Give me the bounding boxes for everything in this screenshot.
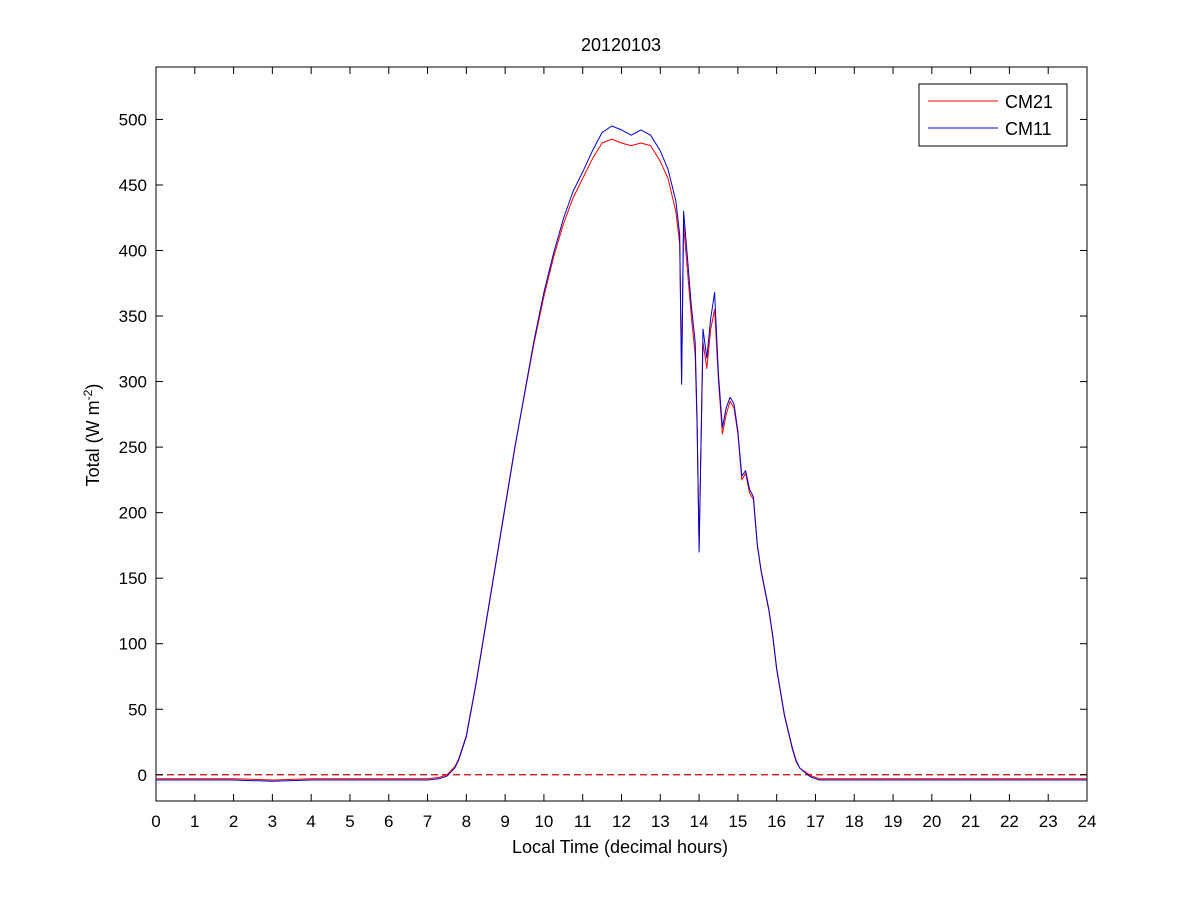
y-tick-label: 400 [119,242,147,261]
y-tick-label: 500 [119,110,147,129]
x-tick-label: 1 [190,812,199,831]
x-tick-label: 2 [229,812,238,831]
x-tick-label: 21 [961,812,980,831]
y-tick-label: 50 [128,700,147,719]
x-tick-label: 15 [728,812,747,831]
y-tick-label: 150 [119,569,147,588]
y-axis-ticks: 0 50 100 150 200 250 300 350 400 450 500 [119,110,1087,785]
y-tick-label: 250 [119,438,147,457]
x-tick-label: 14 [690,812,709,831]
x-tick-label: 19 [884,812,903,831]
plot-area: 0 1 2 3 4 5 6 7 8 9 10 11 12 13 14 15 16 17 18 19 20 21 22 23 24… [119,66,1096,831]
y-tick-label: 350 [119,307,147,326]
series-layer [156,125,1087,782]
y-tick-label: 300 [119,373,147,392]
y-tick-label: 100 [119,635,147,654]
y-tick-label: 0 [138,766,147,785]
x-tick-label: 10 [534,812,553,831]
x-tick-label: 8 [462,812,471,831]
x-tick-label: 23 [1039,812,1058,831]
x-axis-ticks: 0 1 2 3 4 5 6 7 8 9 10 11 12 13 14 15 16 17 18 19 20 21 22 23 24 [151,67,1096,831]
x-tick-label: 7 [423,812,432,831]
chart-title: 20120103 [581,35,661,55]
series-line-cm21 [156,138,1087,781]
x-tick-label: 18 [845,812,864,831]
x-tick-label: 6 [384,812,393,831]
x-tick-label: 20 [922,812,941,831]
x-tick-label: 12 [612,812,631,831]
x-tick-label: 22 [1000,812,1019,831]
x-tick-label: 16 [767,812,786,831]
x-axis-label: Local Time (decimal hours) [512,837,728,857]
x-tick-label: 3 [268,812,277,831]
axes-box [155,66,1088,802]
y-tick-label: 200 [119,504,147,523]
y-tick-label: 450 [119,176,147,195]
series-line-cm11 [156,125,1087,782]
legend: CM21 CM11 [918,83,1068,147]
y-axis-label-close: ) [83,384,103,390]
legend-label-cm11: CM11 [1005,119,1052,139]
x-tick-label: 4 [306,812,315,831]
x-tick-label: 11 [574,812,592,831]
y-axis-label-main: Total (W m [83,400,103,486]
x-tick-label: 24 [1078,812,1097,831]
y-axis-label-superscript: -2 [81,389,95,400]
y-axis-label: Total (W m-2) [81,384,103,487]
x-tick-label: 13 [651,812,670,831]
x-tick-label: 0 [151,812,160,831]
x-tick-label: 9 [500,812,509,831]
x-tick-label: 5 [345,812,354,831]
legend-box [918,83,1068,147]
legend-label-cm21: CM21 [1005,92,1053,112]
x-tick-label: 17 [806,812,825,831]
